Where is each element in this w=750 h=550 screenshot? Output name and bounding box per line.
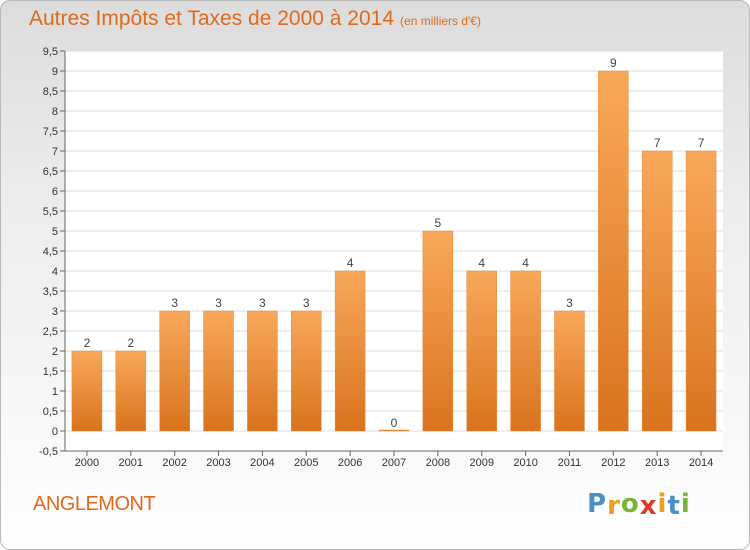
y-tick-label: 3 bbox=[52, 306, 58, 318]
data-label: 0 bbox=[391, 416, 398, 430]
x-tick-label: 2007 bbox=[382, 457, 406, 469]
y-tick-label: 5 bbox=[52, 226, 58, 238]
bar bbox=[466, 270, 497, 432]
bar bbox=[598, 70, 629, 432]
x-tick-label: 2005 bbox=[294, 457, 318, 469]
x-tick-label: 2004 bbox=[250, 457, 274, 469]
commune-name: ANGLEMONT bbox=[33, 493, 156, 515]
data-label: 4 bbox=[478, 256, 485, 270]
bar bbox=[247, 310, 278, 432]
y-tick-label: 7,5 bbox=[43, 126, 58, 138]
x-tick-label: 2011 bbox=[558, 457, 582, 469]
data-label: 3 bbox=[215, 296, 222, 310]
data-label: 7 bbox=[698, 136, 705, 150]
x-tick-label: 2012 bbox=[601, 457, 625, 469]
y-tick-label: 2 bbox=[52, 346, 58, 358]
y-tick-label: -0,5 bbox=[39, 446, 58, 458]
y-tick-label: 6 bbox=[52, 186, 58, 198]
proxiti-logo: Proxiti bbox=[587, 489, 691, 521]
bar bbox=[291, 310, 322, 432]
y-tick-label: 5,5 bbox=[43, 206, 58, 218]
bar bbox=[510, 270, 541, 432]
chart-title-text: Autres Impôts et Taxes de 2000 à 2014 bbox=[29, 7, 395, 30]
bar bbox=[203, 310, 234, 432]
data-label: 2 bbox=[127, 336, 134, 350]
y-tick-label: 4 bbox=[52, 266, 58, 278]
y-tick-label: 8 bbox=[52, 106, 58, 118]
logo-letter: P bbox=[587, 489, 608, 519]
data-label: 5 bbox=[435, 216, 442, 230]
bar bbox=[334, 270, 366, 432]
y-tick-label: 9,5 bbox=[43, 46, 58, 58]
y-tick-label: 7 bbox=[52, 146, 58, 158]
y-tick-label: 8,5 bbox=[43, 86, 58, 98]
logo-letter: o bbox=[620, 489, 640, 519]
bar bbox=[159, 310, 190, 432]
data-label: 2 bbox=[84, 336, 91, 350]
logo-letter: t bbox=[667, 491, 681, 521]
logo-letter: r bbox=[607, 491, 621, 521]
x-tick-label: 2014 bbox=[689, 457, 713, 469]
y-tick-label: 1,5 bbox=[43, 366, 58, 378]
data-label: 4 bbox=[347, 256, 354, 270]
y-tick-label: 9 bbox=[52, 66, 58, 78]
data-label: 7 bbox=[654, 136, 661, 150]
logo-letter: x bbox=[639, 491, 658, 521]
x-tick-label: 2000 bbox=[75, 457, 99, 469]
bar bbox=[554, 310, 585, 432]
chart-title: Autres Impôts et Taxes de 2000 à 2014 (en… bbox=[29, 7, 481, 31]
data-label: 9 bbox=[610, 56, 617, 70]
data-label: 3 bbox=[566, 296, 573, 310]
x-tick-label: 2006 bbox=[338, 457, 362, 469]
x-tick-label: 2002 bbox=[162, 457, 186, 469]
bar bbox=[71, 350, 103, 432]
logo-letter: i bbox=[680, 489, 691, 519]
chart-subtitle: (en milliers d'€) bbox=[400, 14, 482, 28]
x-tick-label: 2009 bbox=[469, 457, 493, 469]
y-tick-label: 2,5 bbox=[43, 326, 58, 338]
x-tick-label: 2013 bbox=[645, 457, 669, 469]
data-label: 3 bbox=[259, 296, 266, 310]
x-tick-label: 2001 bbox=[119, 457, 143, 469]
logo-letter: i bbox=[657, 489, 668, 519]
bar bbox=[378, 429, 410, 432]
bar bbox=[685, 150, 717, 432]
y-tick-label: 4,5 bbox=[43, 246, 58, 258]
data-label: 4 bbox=[522, 256, 529, 270]
data-label: 3 bbox=[303, 296, 310, 310]
x-tick-label: 2003 bbox=[206, 457, 230, 469]
bar bbox=[422, 230, 454, 432]
y-tick-label: 1 bbox=[52, 386, 58, 398]
y-tick-label: 6,5 bbox=[43, 166, 58, 178]
data-label: 3 bbox=[171, 296, 178, 310]
x-tick-label: 2008 bbox=[426, 457, 450, 469]
bar bbox=[115, 350, 147, 432]
y-tick-label: 3,5 bbox=[43, 286, 58, 298]
x-tick-label: 2010 bbox=[513, 457, 537, 469]
bar bbox=[641, 150, 673, 432]
y-tick-label: 0 bbox=[52, 426, 58, 438]
y-tick-label: 0,5 bbox=[43, 406, 58, 418]
